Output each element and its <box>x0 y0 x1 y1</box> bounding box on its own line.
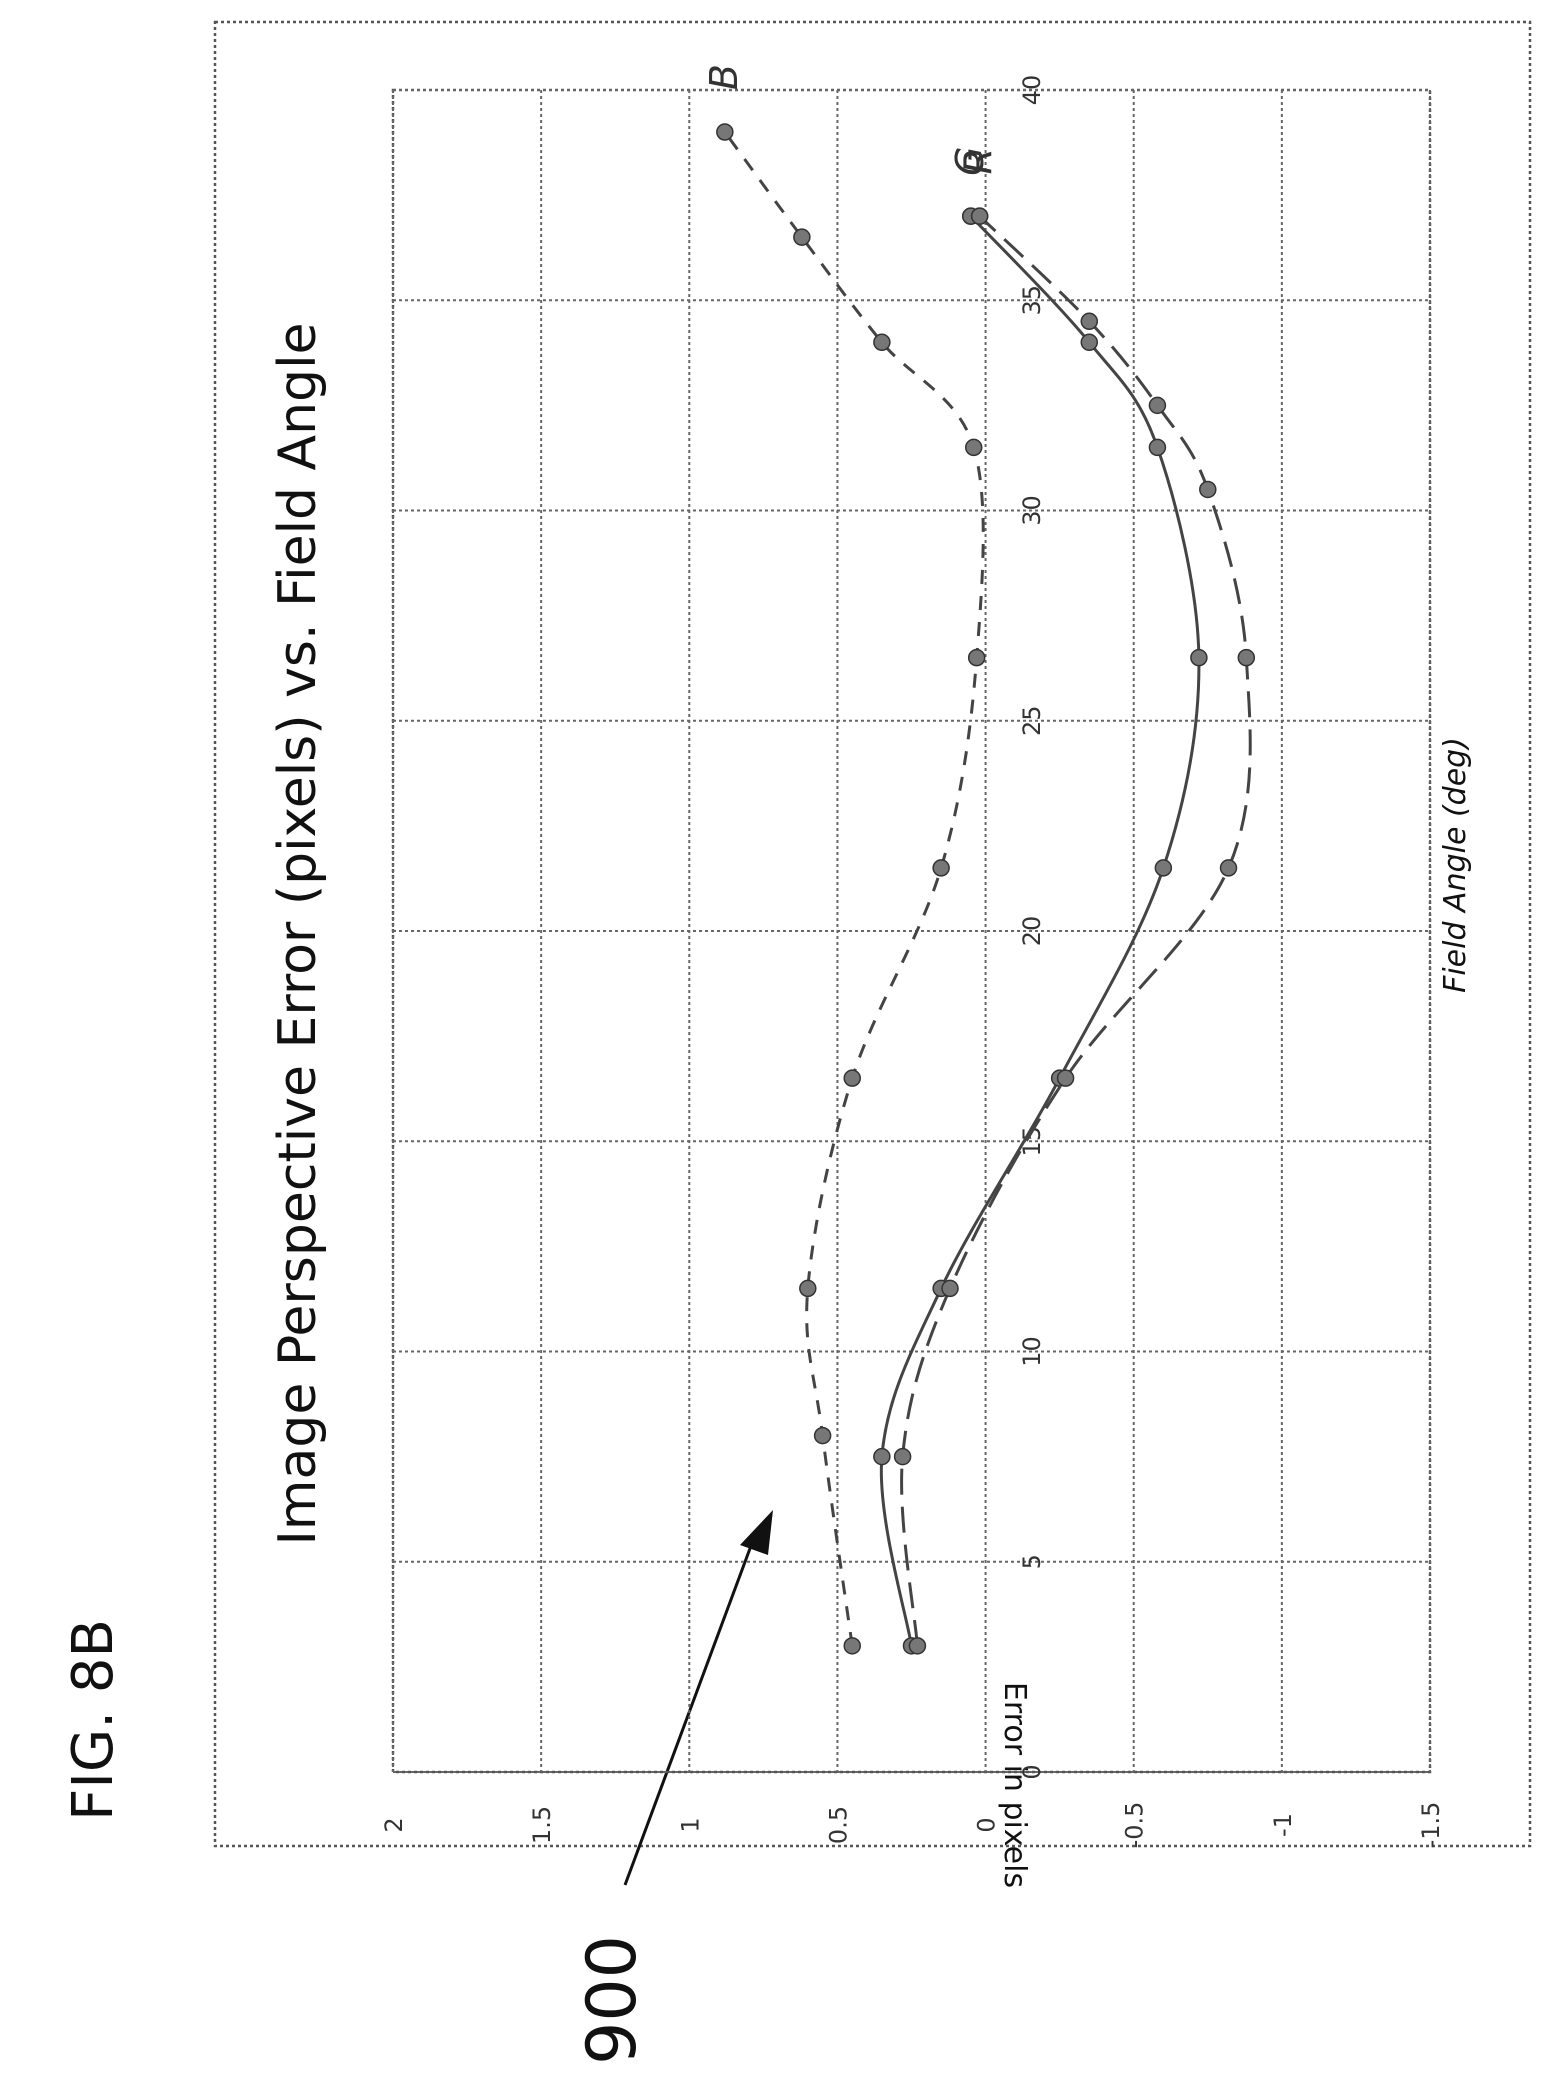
chart-frame <box>213 20 1532 1848</box>
y-tick-label: 0 <box>973 1817 1001 1832</box>
y-tick-label: 1 <box>676 1817 704 1832</box>
data-point-B <box>843 1637 861 1655</box>
series-line-G <box>879 215 1201 1647</box>
y-axis-label: Error in pixels <box>997 1682 1032 1888</box>
series-R: R <box>893 148 1256 1655</box>
y-tick-label: -1 <box>1269 1813 1297 1837</box>
series-G: G <box>873 146 1208 1655</box>
y-tick-label: -0.5 <box>1121 1802 1149 1849</box>
callout-arrow-head <box>740 1510 773 1555</box>
figure-label: FIG. 8B <box>61 1619 126 1821</box>
data-point-R <box>1056 1069 1075 1087</box>
x-tick-label: 10 <box>1018 1336 1046 1367</box>
data-point-R <box>1219 859 1238 877</box>
chart-title: Image Perspective Error (pixels) vs. Fie… <box>268 322 328 1545</box>
data-point-G <box>1154 859 1173 877</box>
series-label-R: R <box>957 148 1001 174</box>
series-label-G: G <box>948 146 992 175</box>
x-tick-label: 0 <box>1018 1764 1046 1779</box>
data-point-B <box>967 648 986 667</box>
y-tick-label: -1.5 <box>1417 1802 1445 1849</box>
data-point-R <box>1237 648 1256 667</box>
series-line-B <box>723 131 985 1647</box>
data-point-B <box>964 438 983 457</box>
data-point-B <box>813 1426 832 1445</box>
y-tick-label: 2 <box>380 1817 408 1832</box>
x-tick-label: 30 <box>1018 495 1046 526</box>
data-point-B <box>793 228 811 246</box>
x-tick-label: 5 <box>1018 1554 1046 1569</box>
data-point-B <box>716 123 734 141</box>
data-point-G <box>873 1447 891 1466</box>
series-label-B: B <box>702 64 746 90</box>
plot-grid <box>391 88 1432 1774</box>
data-point-B <box>932 859 950 877</box>
x-axis-label: Field Angle (deg) <box>1438 737 1473 993</box>
data-point-R <box>941 1279 959 1298</box>
data-point-G <box>1148 438 1167 457</box>
data-point-B <box>873 333 891 352</box>
series-line-R <box>900 215 1252 1646</box>
data-point-R <box>1199 480 1217 499</box>
series-layer: B GR <box>702 64 1256 1655</box>
data-point-R <box>1080 312 1099 331</box>
data-point-G <box>1190 648 1208 667</box>
data-point-B <box>843 1069 861 1087</box>
data-point-R <box>893 1447 912 1466</box>
data-point-G <box>1080 333 1099 352</box>
x-tick-label: 20 <box>1018 916 1046 947</box>
data-point-R <box>970 207 989 225</box>
y-tick-label: 1.5 <box>528 1806 556 1844</box>
x-tick-label: 40 <box>1018 75 1046 106</box>
series-B: B <box>702 64 986 1655</box>
y-tick-label: 0.5 <box>824 1806 852 1844</box>
data-point-R <box>1148 396 1167 415</box>
callout-number: 900 <box>573 1935 652 2065</box>
data-point-R <box>908 1637 927 1655</box>
x-tick-label: 25 <box>1018 705 1046 736</box>
data-point-B <box>799 1279 817 1298</box>
